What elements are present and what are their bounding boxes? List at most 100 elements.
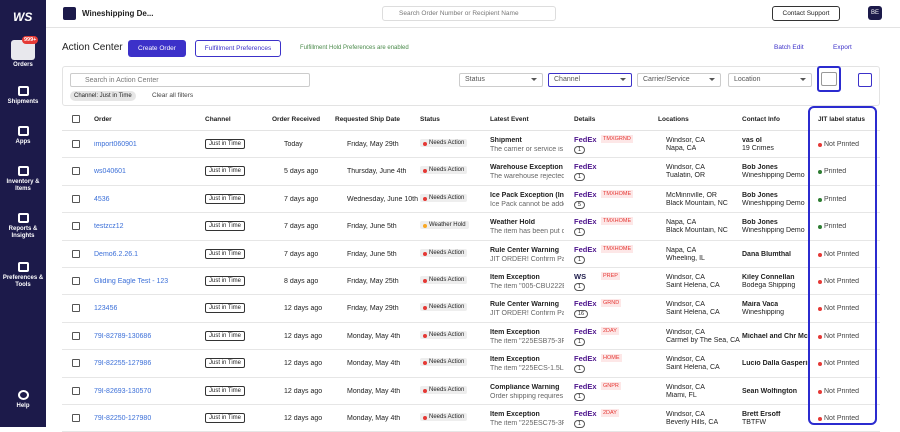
jit-dot (818, 170, 822, 175)
row-checkbox[interactable] (72, 194, 80, 203)
row-checkbox[interactable] (72, 222, 80, 231)
filter-chip[interactable]: Channel: Just in Time (70, 91, 136, 101)
column-header[interactable]: Requested Ship Date (335, 116, 401, 123)
event-title: Item Exception (490, 356, 540, 364)
order-link[interactable]: 79I-82255-127986 (94, 360, 152, 368)
column-header[interactable]: Channel (205, 116, 231, 123)
order-link[interactable]: 4536 (94, 195, 110, 203)
filter-dropdown[interactable]: Carrier/Service (637, 73, 721, 87)
row-checkbox[interactable] (72, 359, 80, 368)
status-pill: Needs Action (420, 385, 468, 394)
column-header[interactable]: Status (420, 116, 440, 123)
row-checkbox[interactable] (72, 304, 80, 313)
row-checkbox[interactable] (72, 249, 80, 258)
service-tag: PREP (601, 272, 620, 280)
order-link[interactable]: testzcz12 (94, 223, 124, 231)
row-checkbox[interactable] (72, 414, 80, 422)
row-checkbox[interactable] (72, 277, 80, 285)
order-link[interactable]: 79I-82789-130686 (94, 332, 152, 340)
nav-item[interactable]: Preferences & Tools (0, 262, 46, 289)
column-header[interactable]: JIT label status (818, 116, 865, 123)
row-checkbox[interactable] (72, 167, 80, 176)
nav-item[interactable]: Shipments (0, 86, 46, 106)
nav-item[interactable]: Orders (0, 62, 46, 69)
package-count: 1 (574, 173, 586, 182)
service-tag: 2DAY (601, 409, 619, 417)
order-link[interactable]: Demo6.2.26.1 (94, 250, 138, 258)
header-checkbox[interactable] (72, 115, 80, 123)
carrier: FedEx (574, 354, 597, 364)
table-row: 4536 Just in Time 7 days ago Wednesday, Jun… (62, 186, 880, 214)
event-title: Item Exception (490, 411, 540, 418)
status-pill: Needs Action (420, 358, 468, 367)
batch-edit-button[interactable]: Batch Edit (774, 44, 804, 51)
order-link[interactable]: 79I-82250-127980 (94, 415, 152, 422)
clear-filters[interactable]: Clear all filters (152, 92, 194, 99)
order-link[interactable]: import060901 (94, 141, 137, 148)
search-bar[interactable]: Search Order Number or Recipient Name (382, 6, 556, 21)
jit-dot (818, 362, 822, 367)
order-link[interactable]: Gliding Eagle Test - 123 (94, 278, 169, 285)
nav-label: Shipments (7, 99, 39, 105)
row-checkbox[interactable] (72, 140, 80, 148)
ship-date: Friday, May 29th (347, 305, 399, 313)
filter-button[interactable] (821, 72, 837, 86)
jit-status: Not Printed (818, 360, 859, 367)
account-name[interactable]: Wineshipping De... (82, 9, 154, 18)
order-link[interactable]: 123456 (94, 305, 118, 313)
status-pill: Needs Action (420, 248, 468, 257)
avatar[interactable]: BE (868, 6, 882, 20)
logo[interactable]: WS (13, 10, 33, 24)
event-text: The item "225ECS-1.5L" do... (490, 365, 564, 373)
origin: Napa, CA (666, 246, 697, 254)
jit-status: Not Printed (818, 278, 859, 285)
event-text: The item "225ESB75-3PK" ... (490, 337, 564, 345)
origin: Napa, CA (666, 219, 697, 227)
status-pill: Needs Action (420, 413, 468, 421)
package-count: 1 (574, 283, 586, 291)
contact-support-button[interactable]: Contact Support (772, 6, 840, 21)
fulfillment-preferences-button[interactable]: Fulfillment Preferences (195, 40, 281, 57)
nav-item[interactable]: Inventory & Items (0, 166, 46, 193)
column-header[interactable]: Locations (658, 116, 689, 123)
filter-dropdown[interactable]: Channel (548, 73, 632, 87)
create-order-button[interactable]: Create Order (128, 40, 186, 57)
filter-dropdown[interactable]: Location (728, 73, 812, 87)
sort-button[interactable] (858, 73, 872, 87)
filter-dropdown[interactable]: Status (459, 73, 543, 87)
export-button[interactable]: Export (833, 44, 852, 51)
event-title: Item Exception (490, 274, 540, 281)
table-row: 79I-82693-130570 Just in Time 12 days ago M… (62, 378, 880, 405)
event-text: JIT ORDER! Confirm Packi... (490, 255, 564, 263)
contact-org: Wineshipping (742, 309, 785, 317)
table-row: testzcz12 Just in Time 7 days ago Friday, J… (62, 213, 880, 241)
channel-pill: Just in Time (205, 193, 246, 204)
nav-label: Orders (13, 62, 33, 68)
column-header[interactable]: Order (94, 116, 112, 123)
contact-org: 19 Crimes (742, 145, 774, 152)
column-header[interactable]: Latest Event (490, 116, 529, 123)
nav-item[interactable]: Help (0, 390, 46, 410)
order-link[interactable]: ws040601 (94, 168, 126, 176)
ship-date: Friday, June 5th (347, 250, 397, 258)
carrier: FedEx (574, 409, 597, 418)
nav-item[interactable]: Apps (0, 126, 46, 146)
jit-dot (818, 143, 822, 147)
carrier: FedEx (574, 162, 597, 172)
column-header[interactable]: Contact Info (742, 116, 780, 123)
column-header[interactable]: Order Received (272, 116, 321, 123)
event-title: Weather Hold (490, 219, 535, 227)
order-link[interactable]: 79I-82693-130570 (94, 387, 152, 395)
jit-status: Printed (818, 168, 846, 175)
action-search[interactable]: Search in Action Center (70, 73, 310, 87)
row-checkbox[interactable] (72, 331, 80, 340)
jit-dot (818, 197, 822, 202)
row-checkbox[interactable] (72, 386, 80, 395)
service-tag: TMXHOME (601, 189, 634, 198)
event-text: The carrier or service is no... (490, 146, 564, 153)
nav-label: Preferences & Tools (2, 275, 44, 288)
column-header[interactable]: Details (574, 116, 596, 123)
nav-item[interactable]: Reports & Insights (0, 213, 46, 240)
status-dot (423, 196, 427, 201)
order-received: 5 days ago (284, 168, 319, 176)
